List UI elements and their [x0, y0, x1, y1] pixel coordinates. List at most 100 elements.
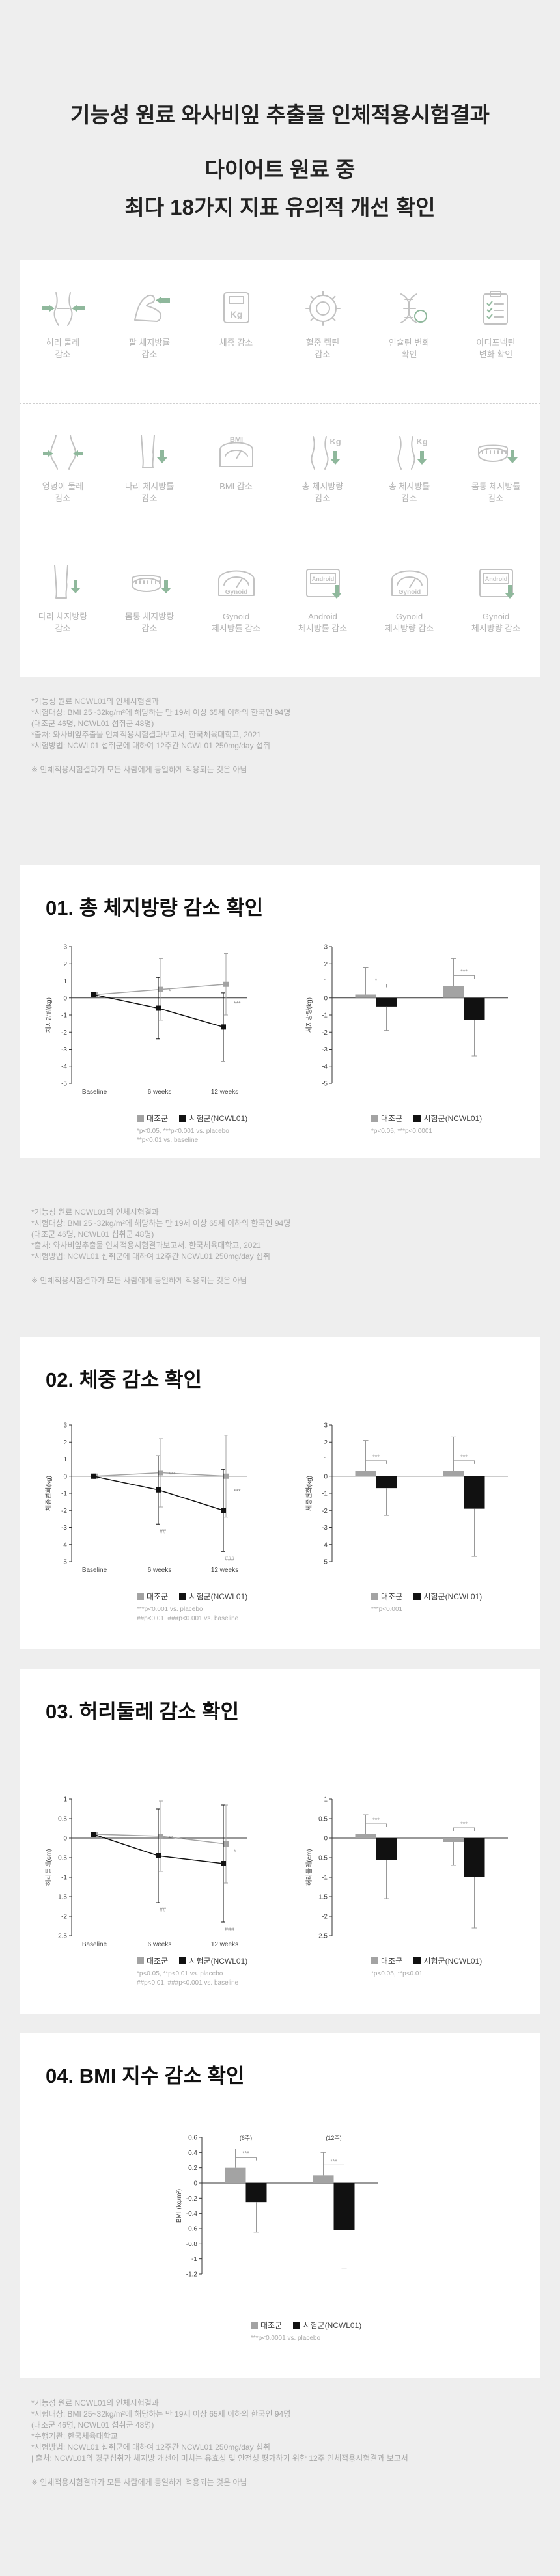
arrow-shape	[77, 452, 83, 455]
y-tick-label: -2	[61, 1914, 67, 1921]
arrow-shape	[160, 450, 164, 457]
arrow-shape	[504, 593, 515, 599]
body-outline	[397, 436, 415, 470]
y-tick-label: -5	[322, 1081, 328, 1088]
hip-outline	[49, 435, 76, 470]
study-notes-1: *기능성 원료 NCWL01의 인체시험결과 *시험대상: BMI 25~32k…	[31, 696, 539, 776]
android-scale-icon: Android	[305, 569, 342, 599]
chart-fat-bar: 3 2 1 0 -1 -2 -3 -4 -5 체지방량(kg) * ***	[293, 934, 514, 1103]
chart-footnote: ***p<0.001 vs. placebo ##p<0.01, ###p<0.…	[137, 1606, 239, 1622]
y-tick-label: 0.5	[318, 1816, 328, 1823]
bar	[376, 1476, 397, 1489]
significance-mark: ***	[169, 1472, 176, 1478]
data-point	[221, 1024, 226, 1030]
arrow-shape	[49, 305, 55, 312]
chart-svg: 3 2 1 0 -1 -2 -3 -4 -5 체중변화(kg) *** ***	[305, 1422, 508, 1566]
icon-text: Kg	[230, 309, 242, 319]
y-tick-label: 2	[63, 961, 67, 968]
scale-outline	[305, 569, 340, 597]
y-tick-label: -1.5	[316, 1894, 328, 1901]
y-axis-label: 체지방량(kg)	[45, 997, 53, 1033]
icon-text: Kg	[416, 437, 427, 446]
indicator-item: Android Gynoid 체지방량 감소	[453, 534, 539, 634]
x-tick-label: 12 weeks	[211, 1089, 238, 1096]
chart-bmi-bar: 0.6 0.4 0.2 0 -0.2 -0.4 -0.6 -0.8 -1 -1.2 BMI (kg/…	[163, 2124, 384, 2294]
check-mark	[486, 307, 493, 313]
y-tick-label: 0.5	[58, 1816, 67, 1823]
data-point	[223, 1841, 229, 1847]
scale-icon: Kg	[223, 292, 249, 323]
y-tick-label: -0.4	[186, 2210, 198, 2217]
indicator-item: BMI BMI 감소	[193, 404, 279, 493]
y-tick-label: 0	[324, 1836, 328, 1843]
section-waist: 03. 허리둘레 감소 확인 1 0.5 0 -0.5 -1 -1.5 -2 -2.5 허리둘레…	[20, 1669, 540, 2014]
tape-outline	[477, 448, 508, 462]
arrow-shape	[156, 457, 167, 463]
data-point	[221, 1861, 226, 1866]
bar	[355, 1471, 376, 1476]
arrow-shape	[48, 450, 53, 457]
gauge-needle	[235, 450, 242, 459]
indicator-row: 허리 둘레 감소 팔 체지방률 감소 Kg 체중 감소 혈중 렙틴 감소 인슐린 변화 확…	[20, 260, 540, 390]
y-tick-label: 0	[324, 995, 328, 1002]
y-tick-label: -5	[61, 1559, 67, 1566]
bar	[355, 1834, 376, 1838]
y-tick-label: 3	[63, 944, 67, 951]
cell-icon	[305, 291, 341, 326]
scale-outline	[479, 569, 513, 597]
indicator-item: Android Android 체지방률 감소	[279, 534, 366, 634]
y-tick-label: 0.6	[188, 2135, 197, 2142]
indicator-label: 팔 체지방률 감소	[128, 338, 171, 359]
indicator-label: Android 체지방률 감소	[298, 612, 348, 633]
cell-spike	[310, 317, 315, 321]
gauge-arc	[396, 576, 423, 586]
chart-legend: 대조군 시험군(NCWL01)	[371, 1591, 491, 1602]
hip-icon	[42, 435, 83, 470]
scale-outline	[219, 442, 253, 467]
chart-weight-line: 3 2 1 0 -1 -2 -3 -4 -5 체중변화(kg) Baseline 6 weeks 12 …	[33, 1412, 254, 1581]
arrow-shape	[73, 580, 77, 588]
indicator-item: 몸통 체지방량 감소	[106, 534, 193, 634]
study-notes-warning: ※ 인체적용시험결과가 모든 사람에게 동일하게 적용되는 것은 아님	[31, 765, 247, 774]
study-notes-warning: ※ 인체적용시험결과가 모든 사람에게 동일하게 적용되는 것은 아님	[31, 1276, 247, 1285]
indicator-item: Gynoid Gynoid 체지방량 감소	[366, 534, 453, 634]
data-point	[158, 1834, 163, 1839]
scale-display	[483, 573, 509, 584]
data-point	[158, 986, 163, 992]
gauge-arc	[223, 576, 249, 586]
chart-waist-line: 1 0.5 0 -0.5 -1 -1.5 -2 -2.5 허리둘레(cm) Baseline 6 w…	[33, 1786, 254, 1955]
arrow-shape	[329, 459, 341, 465]
arm-outline	[133, 294, 161, 322]
scale-outline	[223, 292, 249, 323]
y-tick-label: -0.2	[186, 2195, 198, 2203]
bar	[464, 997, 485, 1020]
y-tick-label: -3	[61, 1046, 67, 1053]
significance-mark: ##	[160, 1906, 166, 1913]
leg-icon	[53, 565, 81, 599]
indicator-row: 다리 체지방량 감소 몸통 체지방량 감소 Gynoid Gynoid 체지방률 감소…	[20, 534, 540, 664]
cell-spike	[331, 295, 335, 300]
y-axis-label: 허리둘레(cm)	[305, 1849, 313, 1886]
leg-outline	[53, 565, 68, 599]
cell-spike	[310, 295, 315, 300]
y-tick-label: -2	[61, 1508, 67, 1515]
data-point	[156, 1005, 161, 1011]
section-title: 03. 허리둘레 감소 확인	[46, 1700, 240, 1723]
x-tick-label: Baseline	[82, 1089, 107, 1096]
study-notes-text: *기능성 원료 NCWL01의 인체시험결과 *시험대상: BMI 25~32k…	[31, 697, 291, 750]
chart-footnote: *p<0.05, ***p<0.001 vs. placebo **p<0.01…	[137, 1128, 229, 1144]
icon-text: Kg	[329, 437, 341, 446]
indicator-item: 허리 둘레 감소	[20, 260, 106, 360]
indicator-label: BMI 감소	[219, 481, 253, 491]
indicator-label: 혈중 렙틴 감소	[305, 338, 340, 359]
y-tick-label: -2.5	[316, 1933, 328, 1940]
indicator-item: 다리 체지방률 감소	[106, 404, 193, 504]
chart-fat-line: 3 2 1 0 -1 -2 -3 -4 -5 체지방량(kg) Baseline 6 weeks 12 …	[33, 934, 254, 1103]
arrow-shape	[72, 450, 78, 457]
bar	[464, 1838, 485, 1877]
arrow-shape	[331, 593, 342, 599]
y-tick-label: 0.2	[188, 2165, 197, 2172]
arrow-shape	[42, 452, 48, 455]
x-category-label: (6주)	[240, 2135, 252, 2141]
indicator-label: 아디포넥틴 변화 확인	[476, 338, 516, 359]
